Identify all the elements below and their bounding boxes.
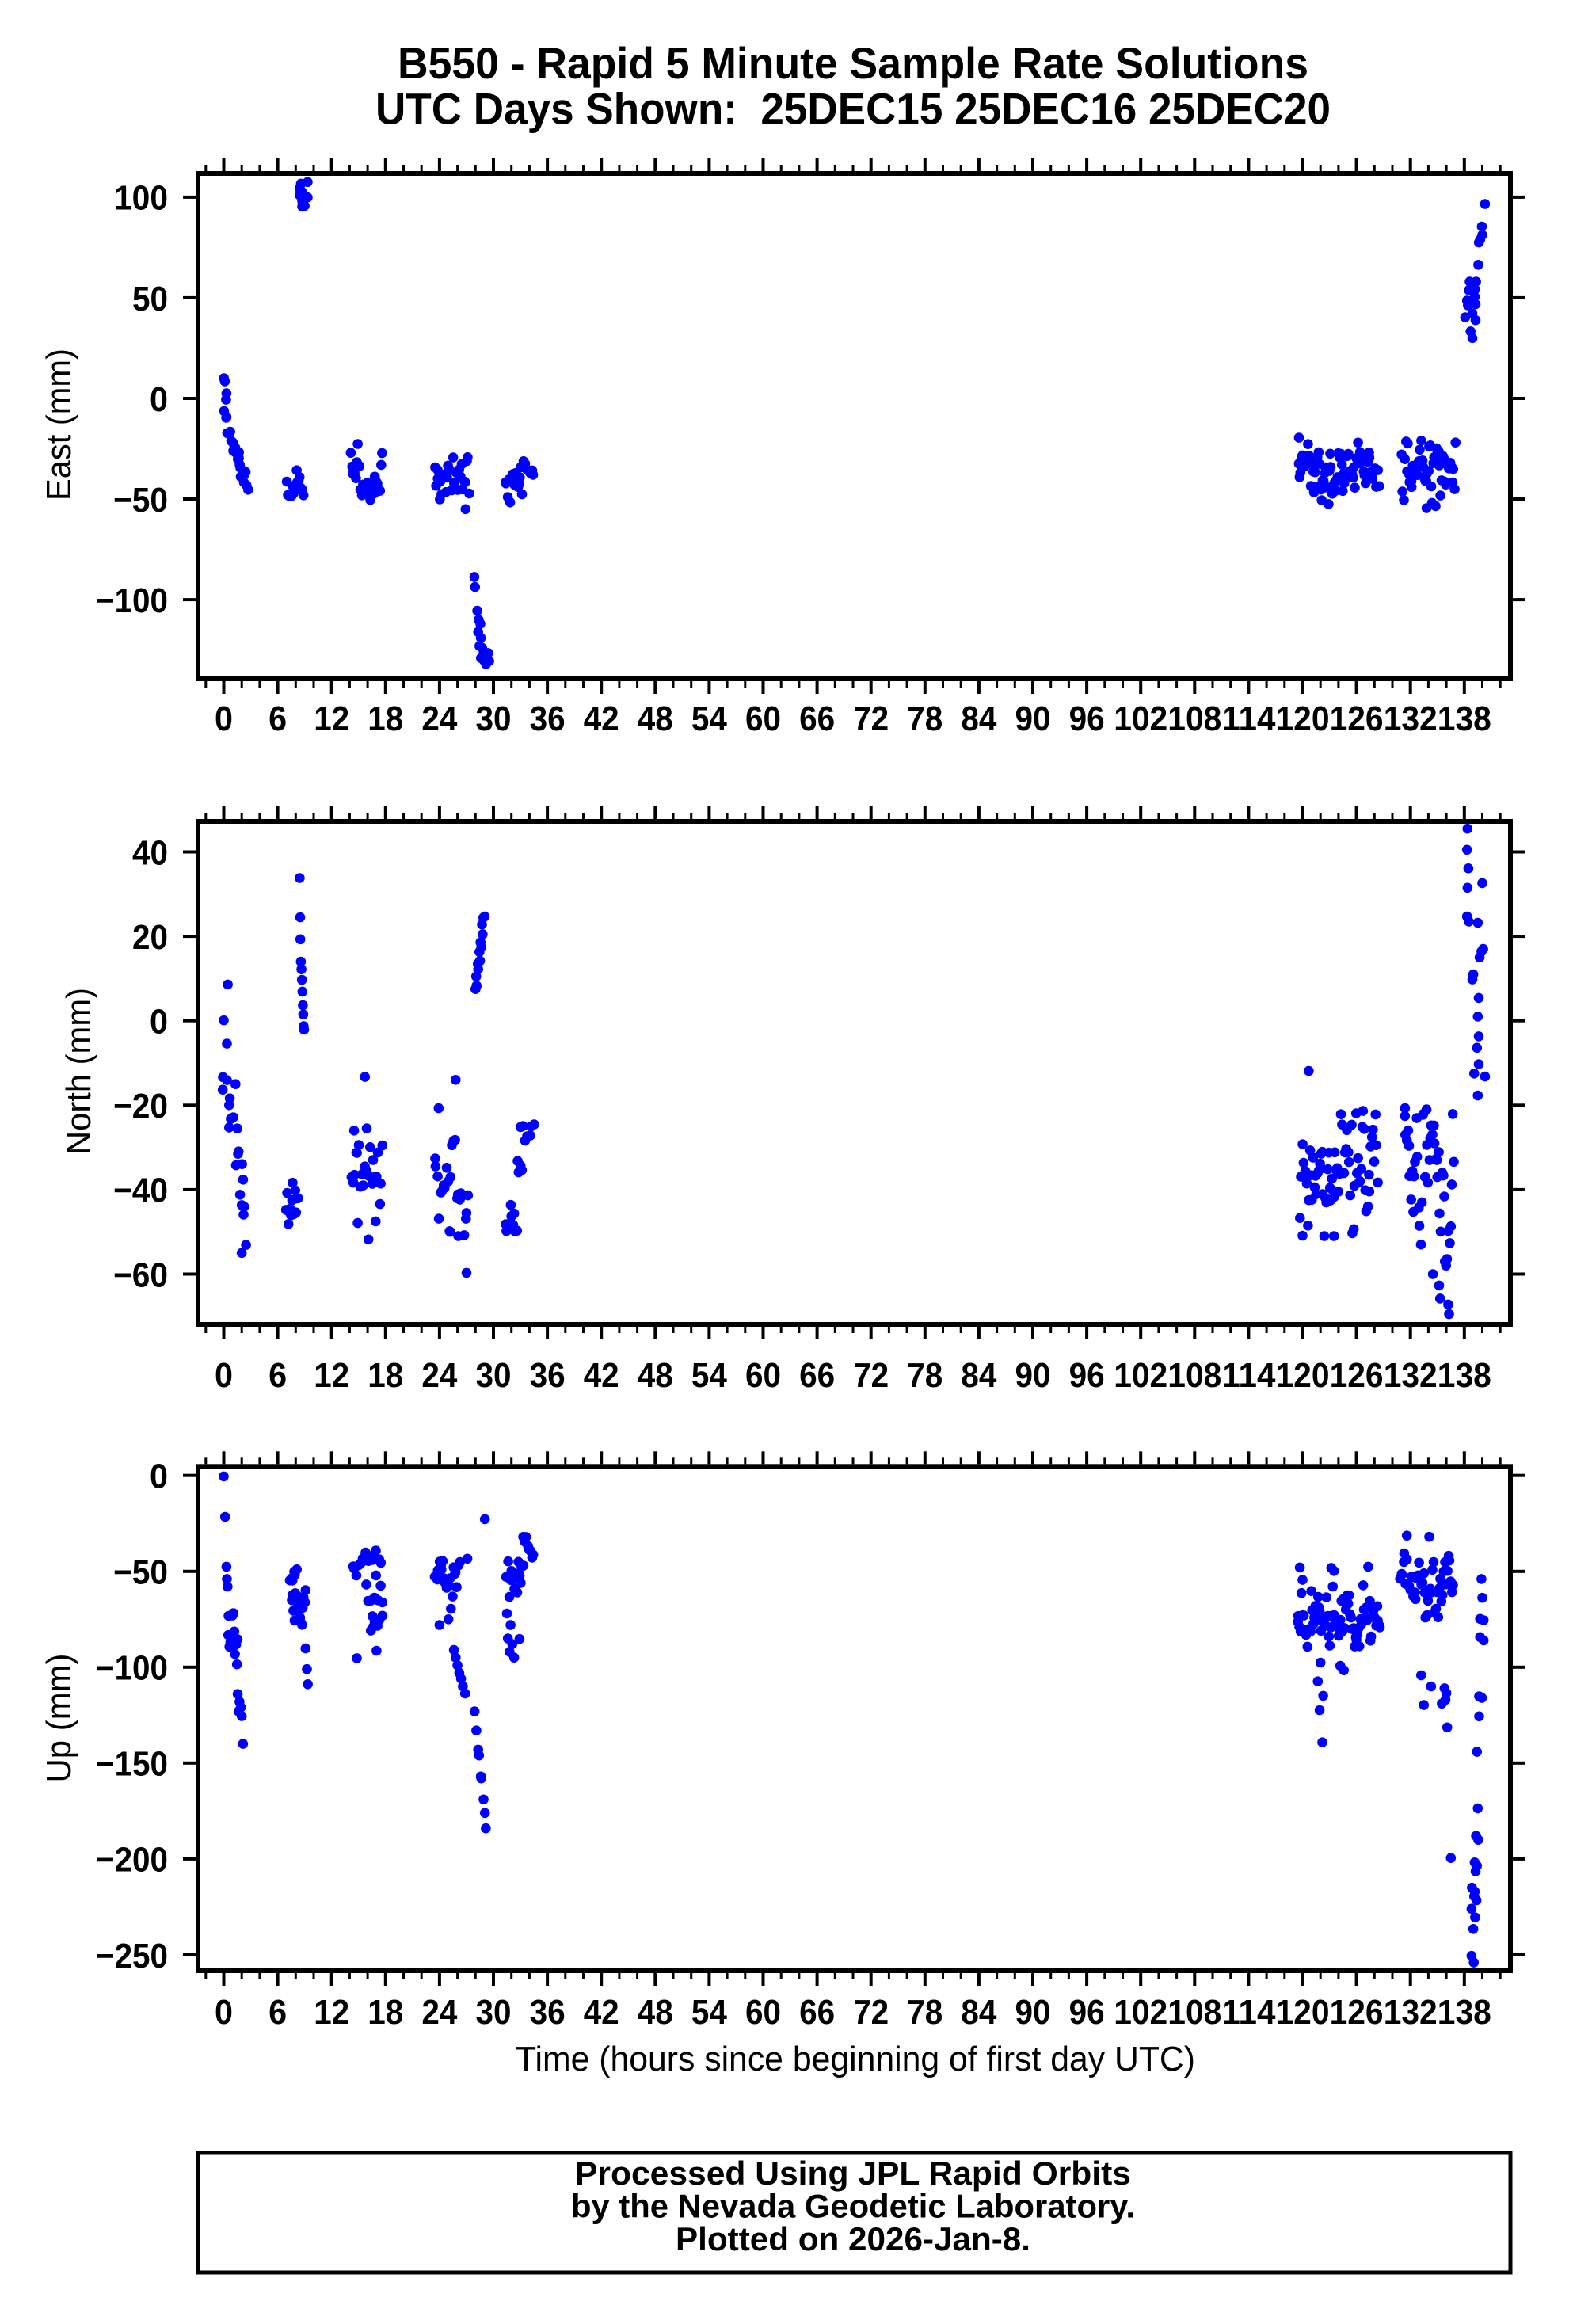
svg-text:by the Nevada Geodetic Laborat: by the Nevada Geodetic Laboratory. (571, 2188, 1135, 2225)
svg-text:12: 12 (314, 699, 349, 738)
svg-text:100: 100 (114, 179, 168, 218)
svg-text:0: 0 (215, 1356, 233, 1395)
svg-text:48: 48 (638, 699, 673, 738)
svg-text:6: 6 (269, 1993, 287, 2032)
svg-text:114: 114 (1221, 699, 1276, 738)
svg-text:−200: −200 (96, 1841, 168, 1880)
svg-text:0: 0 (215, 1993, 233, 2032)
svg-text:B550 - Rapid 5 Minute Sample R: B550 - Rapid 5 Minute Sample Rate Soluti… (398, 38, 1308, 88)
svg-text:36: 36 (530, 1993, 566, 2032)
svg-text:12: 12 (314, 1993, 349, 2032)
svg-text:24: 24 (421, 1993, 457, 2032)
svg-text:6: 6 (269, 1356, 287, 1395)
svg-text:42: 42 (584, 699, 619, 738)
svg-text:−60: −60 (113, 1255, 168, 1294)
svg-text:54: 54 (691, 1356, 727, 1395)
svg-text:72: 72 (853, 699, 889, 738)
svg-text:−20: −20 (113, 1087, 168, 1126)
svg-text:54: 54 (691, 699, 727, 738)
svg-text:66: 66 (799, 1356, 835, 1395)
svg-text:84: 84 (961, 699, 996, 738)
svg-text:96: 96 (1069, 1993, 1105, 2032)
svg-text:0: 0 (150, 380, 168, 419)
svg-text:126: 126 (1330, 1356, 1384, 1395)
svg-text:132: 132 (1384, 1993, 1438, 2032)
svg-text:UTC Days Shown: 25DEC15 25DEC: UTC Days Shown: 25DEC15 25DEC16 25DEC20 (375, 84, 1331, 134)
svg-text:138: 138 (1438, 1356, 1491, 1395)
svg-text:66: 66 (799, 699, 835, 738)
svg-text:Up (mm): Up (mm) (40, 1654, 78, 1783)
svg-text:30: 30 (476, 699, 512, 738)
svg-text:60: 60 (745, 1993, 781, 2032)
svg-text:6: 6 (269, 699, 287, 738)
svg-text:0: 0 (150, 1003, 168, 1042)
svg-text:−50: −50 (113, 1553, 168, 1592)
svg-text:84: 84 (961, 1993, 996, 2032)
svg-text:108: 108 (1167, 1356, 1221, 1395)
svg-text:60: 60 (745, 699, 781, 738)
svg-text:90: 90 (1015, 1993, 1051, 2032)
svg-text:36: 36 (530, 699, 566, 738)
svg-text:54: 54 (691, 1993, 727, 2032)
svg-text:66: 66 (799, 1993, 835, 2032)
svg-text:36: 36 (530, 1356, 566, 1395)
svg-text:−100: −100 (96, 1649, 168, 1688)
svg-text:30: 30 (476, 1356, 512, 1395)
svg-text:30: 30 (476, 1993, 512, 2032)
svg-text:−150: −150 (96, 1745, 168, 1784)
svg-text:132: 132 (1384, 699, 1438, 738)
svg-text:114: 114 (1221, 1356, 1276, 1395)
svg-text:72: 72 (853, 1356, 889, 1395)
svg-text:102: 102 (1114, 1356, 1167, 1395)
svg-text:60: 60 (745, 1356, 781, 1395)
svg-text:48: 48 (638, 1993, 673, 2032)
svg-text:−40: −40 (113, 1172, 168, 1210)
svg-text:18: 18 (368, 1993, 403, 2032)
svg-text:East (mm): East (mm) (40, 349, 78, 501)
svg-text:78: 78 (907, 1356, 943, 1395)
svg-text:−50: −50 (113, 481, 168, 520)
svg-text:126: 126 (1330, 699, 1384, 738)
svg-text:120: 120 (1276, 699, 1330, 738)
svg-text:48: 48 (638, 1356, 673, 1395)
svg-text:108: 108 (1167, 1993, 1221, 2032)
svg-text:114: 114 (1221, 1993, 1276, 2032)
svg-text:−100: −100 (96, 581, 168, 620)
svg-text:102: 102 (1114, 699, 1167, 738)
svg-text:78: 78 (907, 699, 943, 738)
svg-text:24: 24 (421, 1356, 457, 1395)
svg-text:Time (hours since beginning of: Time (hours since beginning of first day… (516, 2040, 1195, 2078)
svg-text:90: 90 (1015, 1356, 1051, 1395)
svg-text:24: 24 (421, 699, 457, 738)
svg-text:42: 42 (584, 1356, 619, 1395)
svg-text:Processed Using JPL Rapid Orbi: Processed Using JPL Rapid Orbits (575, 2154, 1131, 2192)
svg-text:132: 132 (1384, 1356, 1438, 1395)
svg-text:20: 20 (132, 918, 168, 957)
svg-text:120: 120 (1276, 1356, 1330, 1395)
svg-text:90: 90 (1015, 699, 1051, 738)
svg-text:40: 40 (132, 833, 168, 872)
svg-text:0: 0 (150, 1457, 168, 1496)
svg-text:78: 78 (907, 1993, 943, 2032)
svg-text:72: 72 (853, 1993, 889, 2032)
svg-text:18: 18 (368, 699, 403, 738)
svg-text:138: 138 (1438, 1993, 1491, 2032)
svg-text:108: 108 (1167, 699, 1221, 738)
svg-text:North (mm): North (mm) (59, 988, 98, 1155)
svg-text:0: 0 (215, 699, 233, 738)
svg-text:12: 12 (314, 1356, 349, 1395)
svg-text:102: 102 (1114, 1993, 1167, 2032)
svg-text:−250: −250 (96, 1937, 168, 1975)
svg-text:96: 96 (1069, 699, 1105, 738)
svg-text:84: 84 (961, 1356, 996, 1395)
svg-text:120: 120 (1276, 1993, 1330, 2032)
svg-text:42: 42 (584, 1993, 619, 2032)
svg-text:Plotted on 2026-Jan-8.: Plotted on 2026-Jan-8. (676, 2220, 1030, 2257)
svg-text:126: 126 (1330, 1993, 1384, 2032)
svg-text:138: 138 (1438, 699, 1491, 738)
svg-text:18: 18 (368, 1356, 403, 1395)
svg-text:96: 96 (1069, 1356, 1105, 1395)
svg-text:50: 50 (132, 280, 168, 318)
